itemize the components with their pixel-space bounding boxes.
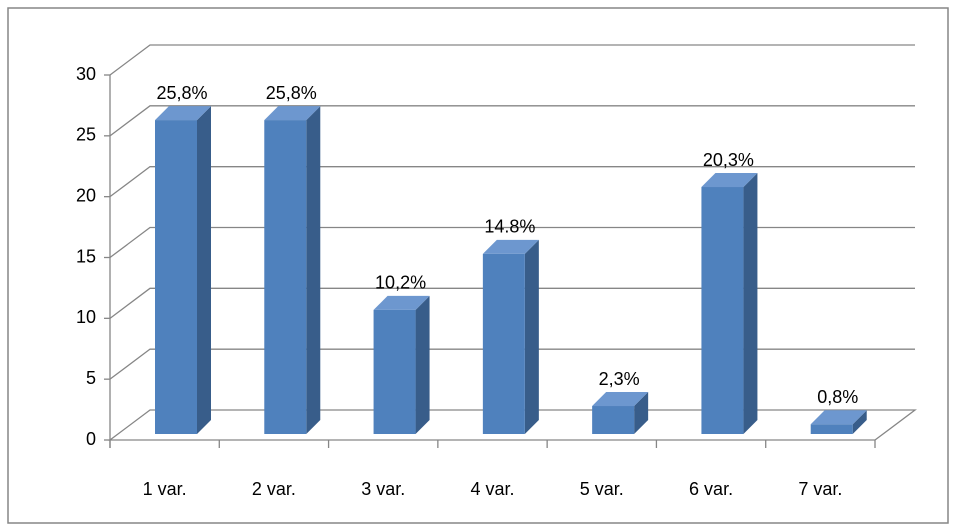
grid-line <box>109 348 915 380</box>
bar-side <box>415 295 430 434</box>
x-tick-label: 3 var. <box>361 479 405 499</box>
y-tick-label: 5 <box>86 368 96 388</box>
chart-border <box>7 7 949 524</box>
bar <box>810 424 853 434</box>
data-label: 10,2% <box>375 273 426 293</box>
bar-side <box>743 173 758 434</box>
data-label: 0,8% <box>817 387 858 407</box>
data-label: 2,3% <box>599 369 640 389</box>
y-tick-label: 15 <box>76 246 96 266</box>
grid-line <box>109 44 915 76</box>
bar-top <box>701 173 758 188</box>
x-tick-label: 1 var. <box>143 479 187 499</box>
grid-line <box>109 287 915 319</box>
data-label: 14.8% <box>484 217 535 237</box>
floor <box>108 409 917 441</box>
bar <box>373 309 416 434</box>
y-tick-label: 0 <box>86 429 96 449</box>
bar-side <box>524 239 539 434</box>
bar-side <box>852 410 867 434</box>
x-tick-label: 4 var. <box>470 479 514 499</box>
grid-line <box>109 226 915 259</box>
x-tick-label: 6 var. <box>689 479 733 499</box>
grid-line <box>109 105 915 137</box>
y-tick-label: 30 <box>76 64 96 84</box>
bar-top <box>373 295 430 310</box>
bar <box>701 187 744 434</box>
bar-top <box>810 410 867 425</box>
bar <box>155 120 197 434</box>
x-tick-label: 5 var. <box>580 479 624 499</box>
y-tick-label: 25 <box>76 125 96 145</box>
data-label: 25,8% <box>156 83 207 103</box>
data-label: 20,3% <box>703 150 754 170</box>
bar-top <box>264 106 321 121</box>
grid-line <box>109 166 915 198</box>
x-tick-label: 7 var. <box>798 479 842 499</box>
bar <box>592 406 635 434</box>
y-tick-label: 20 <box>76 185 96 205</box>
bar-top <box>592 392 649 407</box>
bar-side <box>306 106 321 434</box>
bar <box>482 253 525 434</box>
bar-top <box>155 106 211 121</box>
bar-side <box>197 106 211 434</box>
bar-side <box>634 392 649 434</box>
y-tick-label: 10 <box>76 307 96 327</box>
x-tick-label: 2 var. <box>252 479 296 499</box>
bar-top <box>482 239 539 254</box>
bar <box>264 120 307 434</box>
data-label: 25,8% <box>266 83 317 103</box>
